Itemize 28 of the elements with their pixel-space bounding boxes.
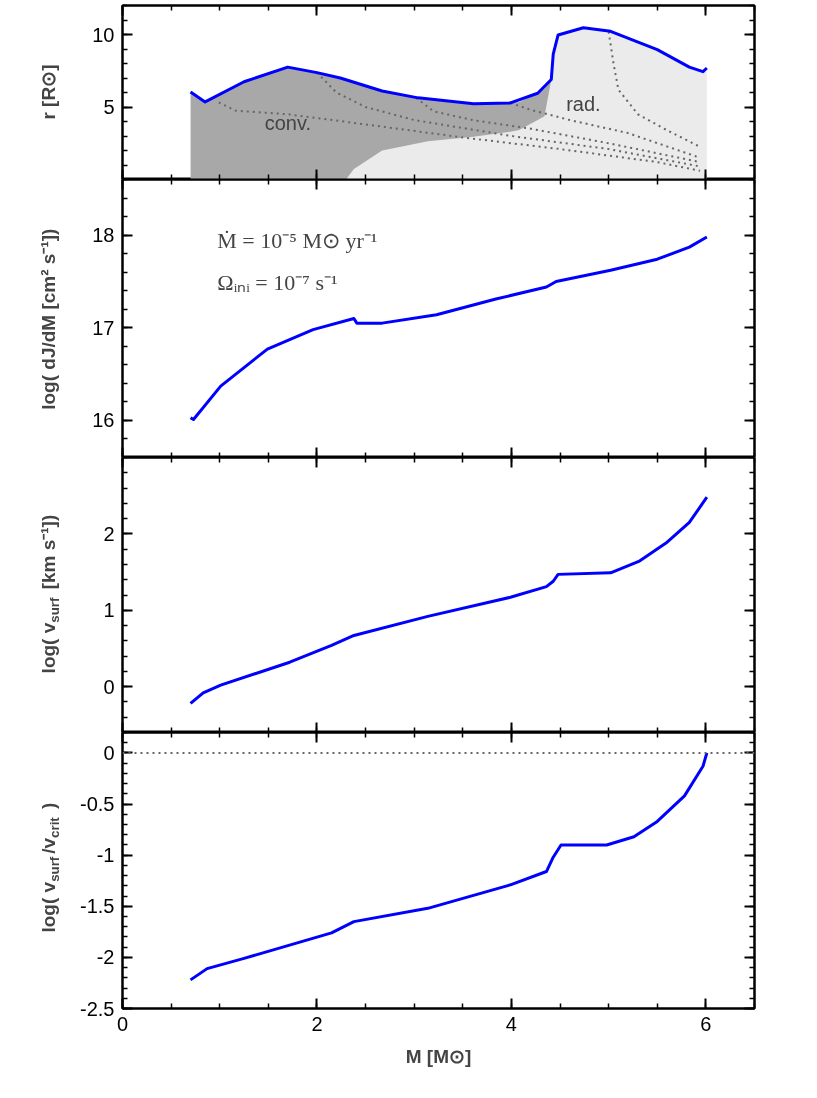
y-axis-title: log( vsurf [km s⁻¹]) xyxy=(38,514,62,674)
y-tick-label: 18 xyxy=(92,224,115,247)
y-tick-label: 0 xyxy=(103,741,115,764)
series-label: conv. xyxy=(264,112,311,135)
y-tick-label: -2 xyxy=(96,946,115,969)
y-tick-label: 10 xyxy=(92,23,115,46)
y-tick-label: -2.5 xyxy=(80,997,115,1020)
y-tick-label: 2 xyxy=(103,522,115,545)
annotation: Ωᵢₙᵢ = 10⁻⁷ s⁻¹ xyxy=(217,269,338,295)
line-series xyxy=(189,751,709,982)
annotation: Ṁ = 10⁻⁵ M⊙ yr⁻¹ xyxy=(217,228,378,254)
x-axis-title: M [M⊙] xyxy=(405,1045,472,1067)
y-axis-title: log( dJ/dM [cm² s⁻¹]) xyxy=(38,228,59,410)
x-tick-label: 2 xyxy=(311,1012,323,1035)
y-axis-title: log( vsurf/vcrit ) xyxy=(38,802,62,933)
series-label: rad. xyxy=(566,92,601,115)
y-tick-label: 5 xyxy=(103,96,115,118)
y-tick-label: 1 xyxy=(103,599,115,622)
y-tick-label: -1.5 xyxy=(80,895,115,918)
line-series xyxy=(189,495,709,705)
x-tick-label: 4 xyxy=(505,1012,517,1035)
y-tick-label: 0 xyxy=(103,675,115,698)
x-tick-label: 6 xyxy=(700,1012,712,1035)
y-tick-label: -0.5 xyxy=(80,793,115,816)
y-axis-title: r [R⊙] xyxy=(38,64,59,120)
y-tick-label: 16 xyxy=(92,409,115,432)
y-tick-label: 17 xyxy=(92,316,115,339)
y-tick-label: -1 xyxy=(96,844,115,867)
